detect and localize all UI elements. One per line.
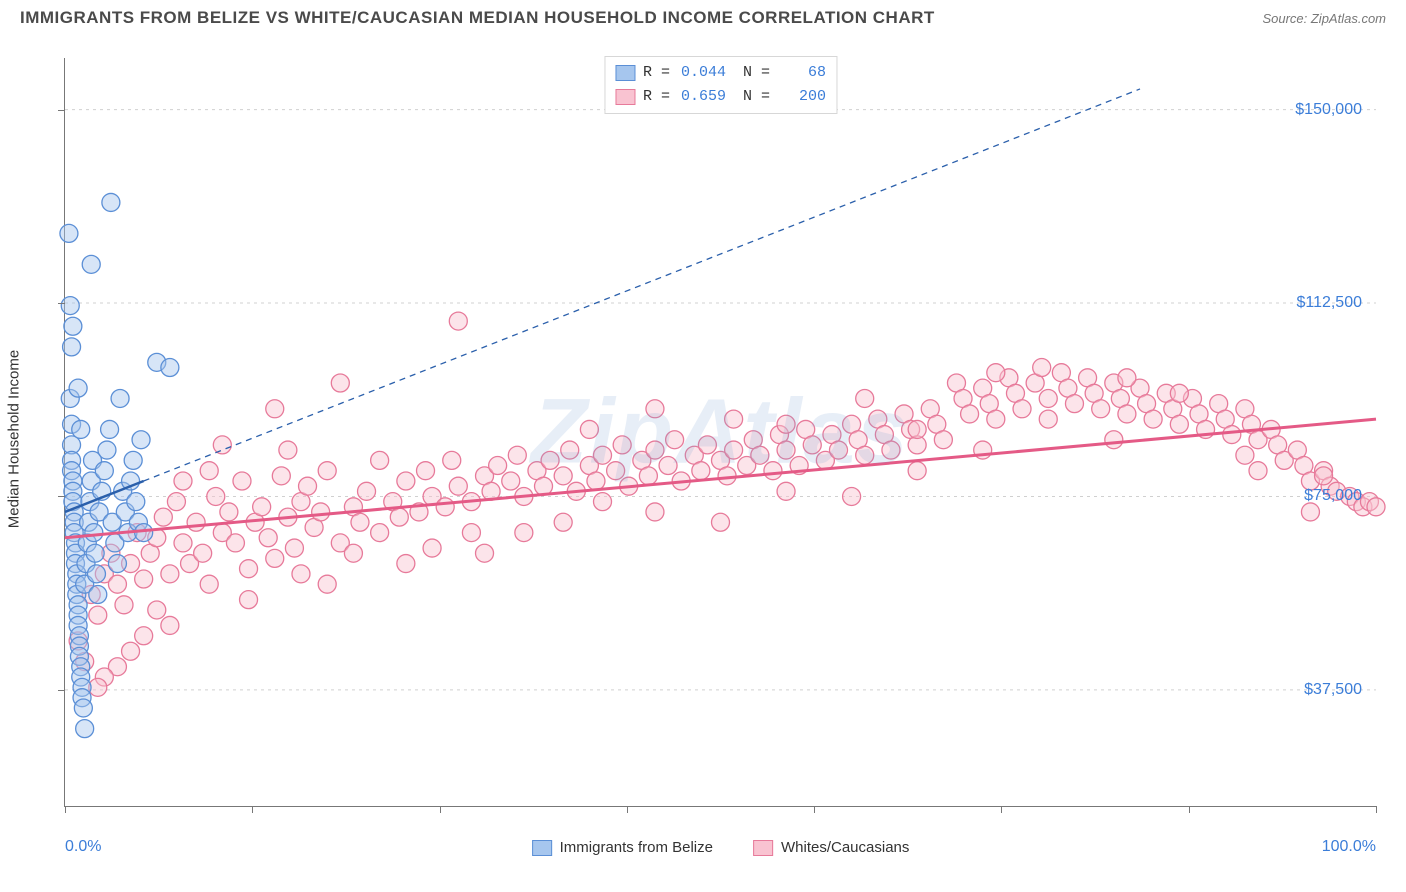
legend-bottom: Immigrants from Belize Whites/Caucasians [532,839,910,856]
legend-label-blue: Immigrants from Belize [560,839,713,856]
legend-n-blue: 68 [778,61,826,85]
swatch-pink-icon [753,840,773,856]
legend-row-pink: R =0.659 N =200 [615,85,826,109]
legend-row-blue: R =0.044 N =68 [615,61,826,85]
y-tick-label: $150,000 [1295,101,1362,119]
chart-title: IMMIGRANTS FROM BELIZE VS WHITE/CAUCASIA… [20,8,935,28]
source-label: Source: ZipAtlas.com [1262,11,1386,26]
swatch-blue-icon [532,840,552,856]
legend-top: R =0.044 N =68 R =0.659 N =200 [604,56,837,114]
plot-region: ZipAtlas R =0.044 N =68 R =0.659 N =200 … [64,58,1376,807]
legend-item-blue: Immigrants from Belize [532,839,713,856]
legend-n-pink: 200 [778,85,826,109]
y-tick-label: $37,500 [1304,681,1362,699]
lines-layer [65,58,1376,806]
y-tick-label: $75,000 [1304,487,1362,505]
swatch-pink-icon [615,89,635,105]
x-tick-label: 100.0% [1322,838,1376,856]
legend-r-pink: 0.659 [678,85,726,109]
y-axis-label: Median Household Income [6,349,23,527]
legend-label-pink: Whites/Caucasians [781,839,909,856]
chart-area: Median Household Income ZipAtlas R =0.04… [50,40,1386,837]
swatch-blue-icon [615,65,635,81]
y-tick-label: $112,500 [1296,294,1362,312]
legend-r-blue: 0.044 [678,61,726,85]
legend-item-pink: Whites/Caucasians [753,839,909,856]
x-tick-label: 0.0% [65,838,101,856]
